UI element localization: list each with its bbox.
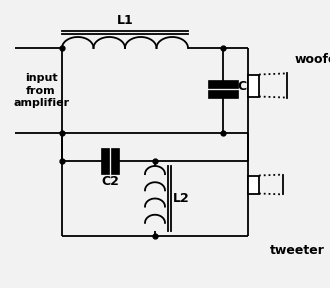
Text: tweeter: tweeter bbox=[270, 244, 324, 257]
Text: woofer: woofer bbox=[295, 53, 330, 66]
Text: L1: L1 bbox=[116, 14, 133, 27]
Text: input
from
amplifier: input from amplifier bbox=[13, 73, 69, 108]
Bar bbox=[248, 75, 259, 96]
Text: C1: C1 bbox=[237, 80, 255, 93]
Text: C2: C2 bbox=[101, 175, 119, 188]
Text: L2: L2 bbox=[173, 192, 190, 205]
Bar bbox=[248, 175, 259, 194]
